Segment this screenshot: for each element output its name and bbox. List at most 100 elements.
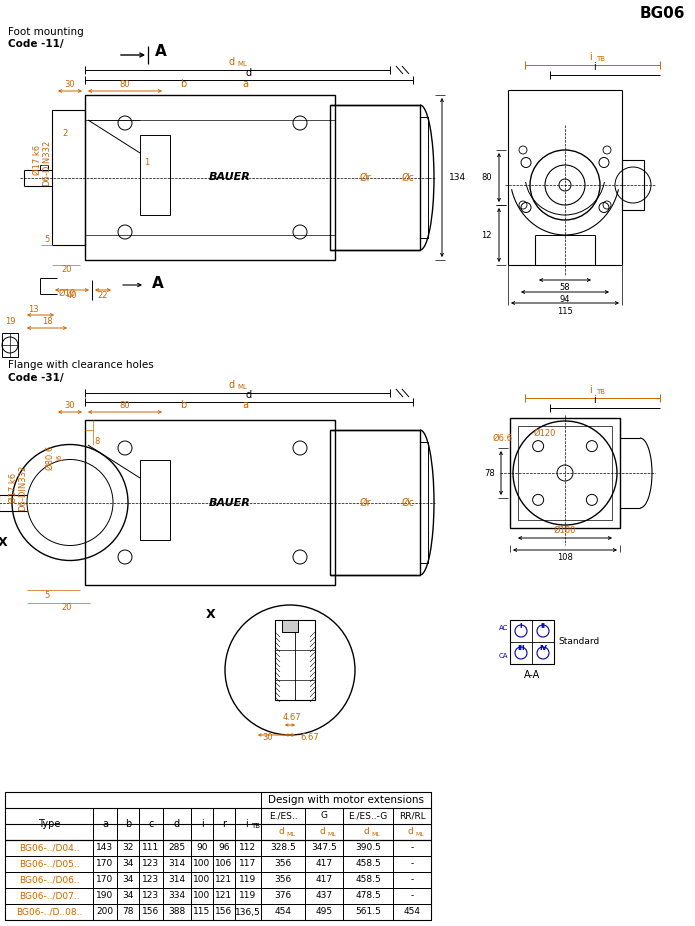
Bar bbox=[213, 840, 235, 856]
Bar bbox=[393, 808, 431, 824]
Text: A: A bbox=[152, 276, 164, 291]
Text: d: d bbox=[246, 68, 252, 78]
Text: 20: 20 bbox=[62, 266, 72, 274]
Bar bbox=[139, 840, 163, 856]
Bar bbox=[191, 904, 213, 920]
Bar bbox=[343, 808, 393, 824]
Bar bbox=[117, 904, 139, 920]
Text: ML: ML bbox=[327, 832, 336, 836]
Text: BG06-../D..08..: BG06-../D..08.. bbox=[16, 907, 82, 917]
Text: j6: j6 bbox=[57, 455, 63, 461]
Text: AC: AC bbox=[498, 625, 508, 631]
Bar bbox=[163, 840, 191, 856]
Text: 376: 376 bbox=[275, 892, 292, 900]
Bar bbox=[213, 888, 235, 904]
Bar bbox=[93, 840, 117, 856]
Text: 34: 34 bbox=[122, 875, 133, 884]
Bar bbox=[305, 904, 343, 920]
Text: Code -11/: Code -11/ bbox=[8, 39, 64, 49]
Text: b: b bbox=[180, 400, 186, 410]
Text: ML: ML bbox=[237, 384, 247, 390]
Bar bbox=[282, 620, 298, 632]
Text: RR/RL: RR/RL bbox=[399, 811, 425, 820]
Text: 100: 100 bbox=[193, 875, 211, 884]
Bar bbox=[261, 808, 305, 824]
Text: A: A bbox=[155, 44, 167, 58]
Bar bbox=[343, 888, 393, 904]
Text: 356: 356 bbox=[275, 875, 292, 884]
Bar bbox=[117, 888, 139, 904]
Text: Ør: Ør bbox=[359, 497, 371, 507]
Text: G: G bbox=[320, 811, 327, 820]
Text: 18: 18 bbox=[42, 318, 52, 327]
Text: 156: 156 bbox=[215, 907, 233, 917]
Text: 34: 34 bbox=[122, 892, 133, 900]
Bar bbox=[393, 856, 431, 872]
Text: TB: TB bbox=[251, 823, 260, 829]
Bar bbox=[5, 904, 93, 920]
Text: 108: 108 bbox=[557, 554, 573, 562]
Text: 22: 22 bbox=[98, 292, 108, 301]
Text: BG06-../D04..: BG06-../D04.. bbox=[19, 844, 79, 853]
Text: 561.5: 561.5 bbox=[355, 907, 381, 917]
Text: 347.5: 347.5 bbox=[311, 844, 337, 853]
Bar bbox=[139, 904, 163, 920]
Bar bbox=[330, 430, 420, 575]
Bar bbox=[305, 888, 343, 904]
Text: 328.5: 328.5 bbox=[270, 844, 296, 853]
Text: 170: 170 bbox=[97, 859, 113, 869]
Text: BAUER: BAUER bbox=[209, 172, 251, 182]
Text: 119: 119 bbox=[239, 892, 256, 900]
Text: -: - bbox=[410, 844, 414, 853]
Text: 78: 78 bbox=[484, 469, 495, 478]
Text: -: - bbox=[410, 892, 414, 900]
Text: Type: Type bbox=[38, 819, 60, 829]
Bar bbox=[93, 856, 117, 872]
Bar bbox=[235, 840, 261, 856]
Bar bbox=[191, 872, 213, 888]
Bar bbox=[52, 110, 85, 245]
Bar bbox=[510, 620, 554, 664]
Bar bbox=[139, 808, 163, 840]
Bar bbox=[261, 856, 305, 872]
Text: 123: 123 bbox=[142, 875, 160, 884]
Text: Ø17 k6: Ø17 k6 bbox=[33, 144, 42, 175]
Bar bbox=[85, 420, 335, 585]
Bar bbox=[93, 904, 117, 920]
Text: 2: 2 bbox=[63, 129, 67, 137]
Text: 136,5: 136,5 bbox=[235, 907, 261, 917]
Bar bbox=[343, 856, 393, 872]
Text: 100: 100 bbox=[193, 892, 211, 900]
Text: Design with motor extensions: Design with motor extensions bbox=[268, 795, 424, 805]
Bar bbox=[343, 872, 393, 888]
Text: D6-DIN332: D6-DIN332 bbox=[42, 140, 51, 185]
Text: 30: 30 bbox=[65, 401, 75, 410]
Text: 40: 40 bbox=[67, 292, 77, 301]
Text: 495: 495 bbox=[316, 907, 333, 917]
Text: 1: 1 bbox=[145, 158, 149, 167]
Text: II: II bbox=[541, 623, 546, 629]
Bar bbox=[93, 888, 117, 904]
Text: 111: 111 bbox=[142, 844, 160, 853]
Bar bbox=[93, 872, 117, 888]
Bar bbox=[191, 888, 213, 904]
Bar bbox=[5, 792, 431, 920]
Text: 34: 34 bbox=[122, 859, 133, 869]
Text: Standard: Standard bbox=[558, 637, 599, 646]
Text: Ø10: Ø10 bbox=[58, 289, 76, 297]
Text: 123: 123 bbox=[142, 892, 160, 900]
Bar bbox=[5, 808, 93, 840]
Bar bbox=[305, 824, 343, 840]
Bar bbox=[117, 808, 139, 840]
Text: 458.5: 458.5 bbox=[355, 859, 381, 869]
Text: a: a bbox=[242, 79, 248, 89]
Bar bbox=[261, 824, 305, 840]
Bar bbox=[305, 856, 343, 872]
Text: 285: 285 bbox=[168, 844, 186, 853]
Bar bbox=[343, 904, 393, 920]
Text: 334: 334 bbox=[168, 892, 186, 900]
Bar bbox=[5, 888, 93, 904]
Bar bbox=[420, 117, 428, 238]
Text: -: - bbox=[410, 875, 414, 884]
Text: Ø80.6: Ø80.6 bbox=[45, 444, 54, 470]
